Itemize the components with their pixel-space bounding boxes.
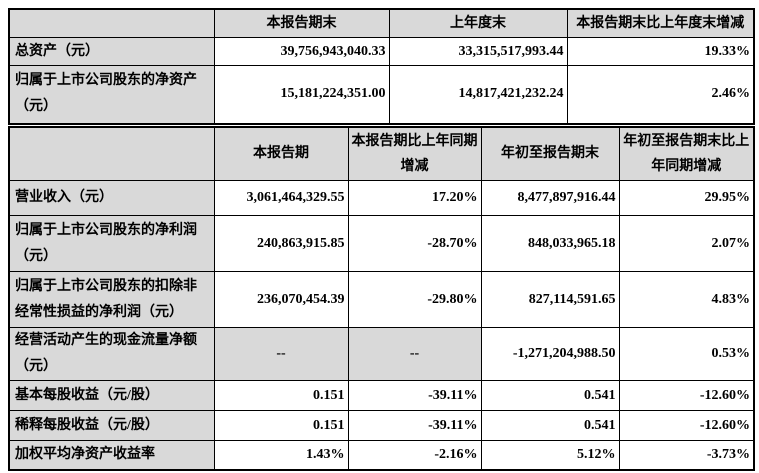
- table1-header-change-vs-prior-year-end: 本报告期末比上年度末增减: [566, 8, 755, 38]
- revenue-ytd-change-percent: 29.95%: [618, 180, 755, 216]
- row-net-profit-after-deduction-label: 归属于上市公司股东的扣除非经常性损益的净利润（元）: [8, 271, 215, 328]
- net-assets-current-value: 15,181,224,351.00: [213, 65, 390, 124]
- net-assets-prior-value: 14,817,421,232.24: [388, 65, 568, 124]
- basic-eps-current-value: 0.151: [213, 380, 349, 411]
- diluted-eps-ytd-change-percent: -12.60%: [618, 410, 755, 441]
- operating-results-table: 本报告期 本报告期比上年同期增减 年初至报告期末 年初至报告期末比上年同期增减 …: [8, 125, 755, 471]
- row-operating-cash-flow: 经营活动产生的现金流量净额（元） -- -- -1,271,204,988.50…: [8, 327, 755, 381]
- net-profit-ytd-change-percent: 2.07%: [618, 215, 755, 272]
- row-weighted-average-roe-label: 加权平均净资产收益率: [8, 440, 215, 470]
- row-net-assets-label: 归属于上市公司股东的净资产（元）: [8, 65, 215, 124]
- row-total-assets-label: 总资产（元）: [8, 37, 215, 66]
- table2-header-change-vs-same-period: 本报告期比上年同期增减: [347, 126, 482, 181]
- roe-ytd-change-percent: -3.73%: [618, 440, 755, 470]
- basic-eps-ytd-change-percent: -12.60%: [618, 380, 755, 411]
- table2-header-row: 本报告期 本报告期比上年同期增减 年初至报告期末 年初至报告期末比上年同期增减: [8, 126, 755, 181]
- net-profit-change-percent: -28.70%: [347, 215, 482, 272]
- deducted-profit-change-percent: -29.80%: [347, 271, 482, 328]
- row-operating-cash-flow-label: 经营活动产生的现金流量净额（元）: [8, 327, 215, 381]
- row-operating-revenue-label: 营业收入（元）: [8, 180, 215, 216]
- table2-header-current-period: 本报告期: [213, 126, 349, 181]
- row-net-profit-label: 归属于上市公司股东的净利润（元）: [8, 215, 215, 272]
- table2-header-year-to-date: 年初至报告期末: [480, 126, 620, 181]
- total-assets-current-value: 39,756,943,040.33: [213, 37, 390, 66]
- row-net-profit-after-deduction: 归属于上市公司股东的扣除非经常性损益的净利润（元） 236,070,454.39…: [8, 271, 755, 328]
- table1-header-row: 本报告期末 上年度末 本报告期末比上年度末增减: [8, 8, 755, 38]
- deducted-profit-ytd-value: 827,114,591.65: [480, 271, 620, 328]
- table1-header-prior-year-end: 上年度末: [388, 8, 568, 38]
- row-weighted-average-roe: 加权平均净资产收益率 1.43% -2.16% 5.12% -3.73%: [8, 440, 755, 470]
- table2-corner-cell: [8, 126, 215, 181]
- row-net-assets: 归属于上市公司股东的净资产（元） 15,181,224,351.00 14,81…: [8, 65, 755, 124]
- diluted-eps-change-percent: -39.11%: [347, 410, 482, 441]
- total-assets-prior-value: 33,315,517,993.44: [388, 37, 568, 66]
- table1-header-current-period-end: 本报告期末: [213, 8, 390, 38]
- diluted-eps-ytd-value: 0.541: [480, 410, 620, 441]
- total-assets-change-percent: 19.33%: [566, 37, 755, 66]
- row-diluted-eps: 稀释每股收益（元/股） 0.151 -39.11% 0.541 -12.60%: [8, 410, 755, 441]
- net-assets-change-percent: 2.46%: [566, 65, 755, 124]
- table1-corner-cell: [8, 8, 215, 38]
- row-basic-eps: 基本每股收益（元/股） 0.151 -39.11% 0.541 -12.60%: [8, 380, 755, 411]
- cash-flow-change-percent: --: [347, 327, 482, 381]
- net-profit-ytd-value: 848,033,965.18: [480, 215, 620, 272]
- basic-eps-change-percent: -39.11%: [347, 380, 482, 411]
- row-diluted-eps-label: 稀释每股收益（元/股）: [8, 410, 215, 441]
- revenue-current-value: 3,061,464,329.55: [213, 180, 349, 216]
- row-operating-revenue: 营业收入（元） 3,061,464,329.55 17.20% 8,477,89…: [8, 180, 755, 216]
- row-net-profit: 归属于上市公司股东的净利润（元） 240,863,915.85 -28.70% …: [8, 215, 755, 272]
- basic-eps-ytd-value: 0.541: [480, 380, 620, 411]
- cash-flow-ytd-value: -1,271,204,988.50: [480, 327, 620, 381]
- net-profit-current-value: 240,863,915.85: [213, 215, 349, 272]
- report-summary-tables: 本报告期末 上年度末 本报告期末比上年度末增减 总资产（元） 39,756,94…: [8, 8, 755, 471]
- deducted-profit-ytd-change-percent: 4.83%: [618, 271, 755, 328]
- roe-ytd-value: 5.12%: [480, 440, 620, 470]
- row-total-assets: 总资产（元） 39,756,943,040.33 33,315,517,993.…: [8, 37, 755, 66]
- revenue-change-percent: 17.20%: [347, 180, 482, 216]
- table2-header-ytd-change-vs-same-period: 年初至报告期末比上年同期增减: [618, 126, 755, 181]
- roe-current-value: 1.43%: [213, 440, 349, 470]
- diluted-eps-current-value: 0.151: [213, 410, 349, 441]
- cash-flow-current-value: --: [213, 327, 349, 381]
- balance-summary-table: 本报告期末 上年度末 本报告期末比上年度末增减 总资产（元） 39,756,94…: [8, 8, 755, 125]
- cash-flow-ytd-change-percent: 0.53%: [618, 327, 755, 381]
- revenue-ytd-value: 8,477,897,916.44: [480, 180, 620, 216]
- deducted-profit-current-value: 236,070,454.39: [213, 271, 349, 328]
- row-basic-eps-label: 基本每股收益（元/股）: [8, 380, 215, 411]
- roe-change-percent: -2.16%: [347, 440, 482, 470]
